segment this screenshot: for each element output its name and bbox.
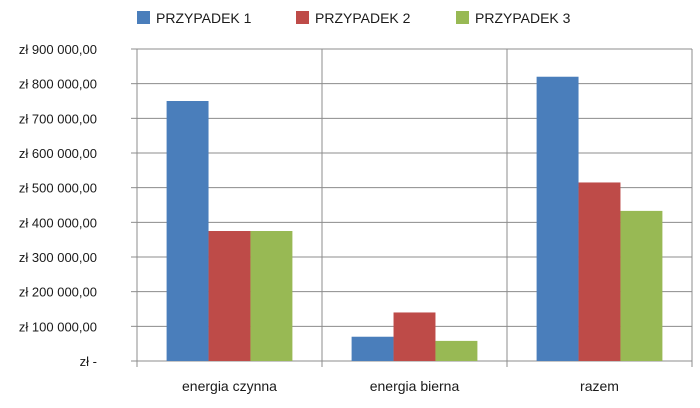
y-tick-label: zł 100 000,00 <box>19 319 97 334</box>
bars-layer <box>166 76 663 361</box>
legend-swatch <box>296 11 309 24</box>
legend-swatch <box>137 11 150 24</box>
bar-1-razem <box>536 76 579 361</box>
axis-layer: zł - zł 100 000,00 zł 200 000,00 zł 300 000… <box>19 42 619 394</box>
legend-label: PRZYPADEK 1 <box>156 10 252 26</box>
y-tick-label: zł 300 000,00 <box>19 250 97 265</box>
bar-2-energia-bierna <box>393 312 436 361</box>
x-category-label: razem <box>580 378 619 394</box>
y-tick-label: zł 600 000,00 <box>19 146 97 161</box>
y-tick-label: zł 500 000,00 <box>19 181 97 196</box>
y-tick-label: zł 800 000,00 <box>19 77 97 92</box>
legend-label: PRZYPADEK 2 <box>315 10 411 26</box>
bar-2-energia-czynna <box>208 231 251 361</box>
legend-swatch <box>456 11 469 24</box>
x-category-label: energia czynna <box>182 378 277 394</box>
bar-3-energia-czynna <box>250 231 293 361</box>
bar-2-razem <box>578 182 621 361</box>
y-tick-label: zł 400 000,00 <box>19 215 97 230</box>
y-tick-label: zł 200 000,00 <box>19 285 97 300</box>
y-tick-label: zł 700 000,00 <box>19 111 97 126</box>
bar-1-energia-bierna <box>351 336 394 361</box>
x-category-label: energia bierna <box>370 378 460 394</box>
y-tick-label: zł - <box>80 354 97 369</box>
bar-3-razem <box>620 210 663 361</box>
legend-label: PRZYPADEK 3 <box>475 10 571 26</box>
grid-layer <box>136 48 693 367</box>
bar-3-energia-bierna <box>435 340 478 361</box>
y-tick-label: zł 900 000,00 <box>19 42 97 57</box>
legend: PRZYPADEK 1 PRZYPADEK 2 PRZYPADEK 3 <box>137 10 571 26</box>
bar-1-energia-czynna <box>166 101 209 361</box>
